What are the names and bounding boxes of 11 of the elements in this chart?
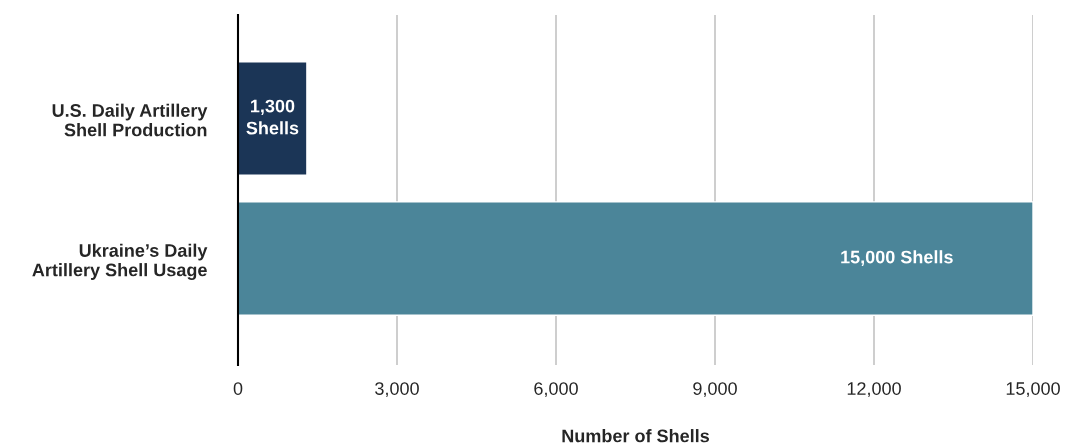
data-label: 1,300 Shells (246, 99, 299, 135)
y-tick-label: U.S. Daily Artillery Shell Production (52, 103, 208, 137)
x-tick-label: 3,000 (375, 382, 419, 398)
x-tick-label: 9,000 (693, 382, 737, 398)
x-axis-title: Number of Shells (562, 429, 709, 443)
x-tick-label: 12,000 (847, 382, 901, 398)
x-tick-label: 0 (233, 382, 243, 395)
x-tick-label: 15,000 (1006, 382, 1060, 398)
y-tick-label: Ukraine’s Daily Artillery Shell Usage (32, 243, 208, 280)
data-label: 15,000 Shells (841, 250, 953, 267)
x-tick-label: 6,000 (534, 382, 578, 398)
